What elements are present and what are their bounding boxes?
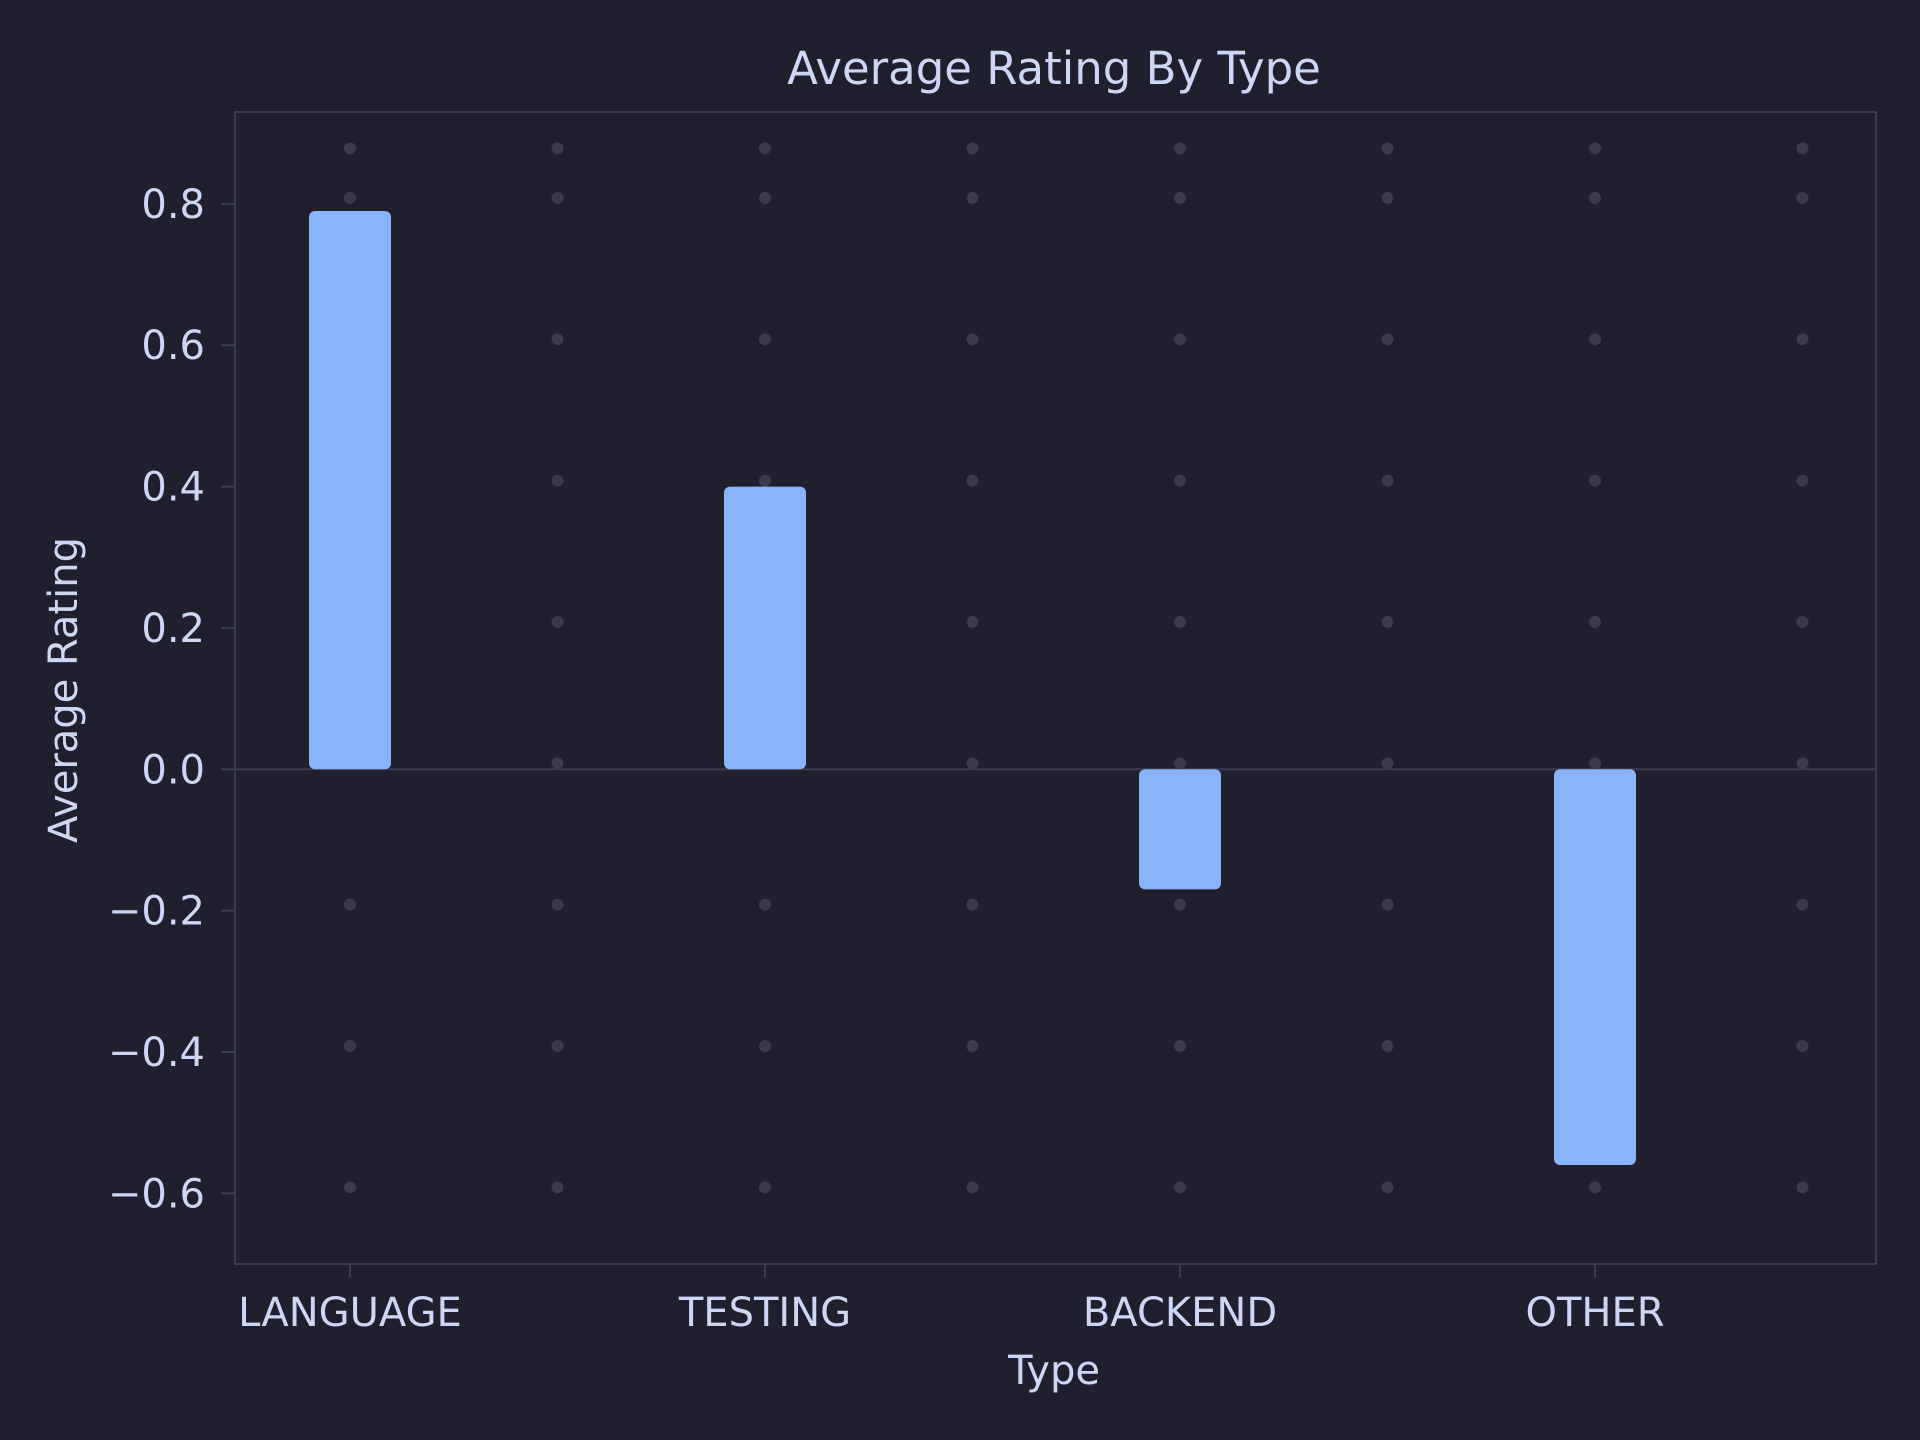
grid-dot [1796, 898, 1809, 911]
grid-dot [344, 898, 356, 911]
grid-dot [1174, 898, 1186, 911]
x-axis-label: Type [1007, 1348, 1100, 1394]
grid-dot [759, 333, 771, 346]
grid-dot [759, 191, 771, 204]
grid-dot [1174, 757, 1186, 770]
chart-title: Average Rating By Type [787, 42, 1321, 95]
grid-dot [759, 898, 771, 911]
grid-dot [1381, 898, 1394, 911]
grid-dot [1174, 1039, 1186, 1052]
grid-dot [551, 474, 564, 487]
bars [309, 210, 1636, 1166]
grid-dot [1796, 1039, 1809, 1052]
bar-backend [1139, 769, 1221, 890]
grid-dot [759, 1181, 771, 1194]
grid-dot [1381, 474, 1394, 487]
y-tick-label: 0.6 [141, 323, 205, 369]
grid-dot [551, 142, 564, 155]
grid-dot [1174, 615, 1186, 628]
x-tick-label: TESTING [678, 1290, 851, 1336]
grid-dot [1381, 142, 1394, 155]
grid-dot [1796, 615, 1809, 628]
grid-dot [1174, 333, 1186, 346]
grid-dot [1796, 757, 1809, 770]
y-tick-label: 0.4 [141, 465, 205, 511]
grid-dot [759, 474, 771, 487]
grid-dot [1174, 142, 1186, 155]
grid-dot [1174, 474, 1186, 487]
grid-dot [551, 898, 564, 911]
y-axis-label: Average Rating [41, 537, 87, 843]
grid-dot [966, 1181, 979, 1194]
grid-dot [966, 191, 979, 204]
grid-dot [1381, 191, 1394, 204]
grid-dot [551, 757, 564, 770]
grid-dot [1589, 191, 1601, 204]
grid-dot [1589, 333, 1601, 346]
grid-dot [1796, 142, 1809, 155]
grid-dot [1174, 1181, 1186, 1194]
grid-dot [1174, 191, 1186, 204]
grid-dot [759, 1039, 771, 1052]
grid-dots [344, 142, 1809, 1194]
grid-dot [966, 474, 979, 487]
grid-dot [551, 615, 564, 628]
grid-dot [1589, 1181, 1601, 1194]
plot-frame [234, 111, 1877, 1265]
bar-testing [724, 486, 806, 770]
y-axis-ticks: −0.6 −0.4 −0.2 0.0 0.2 0.4 0.6 0.8 [108, 182, 235, 1217]
grid-dot [1589, 615, 1601, 628]
grid-dot [966, 757, 979, 770]
grid-dot [551, 1181, 564, 1194]
grid-dot [966, 1039, 979, 1052]
y-tick-label: 0.8 [141, 182, 205, 228]
grid-dot [344, 142, 356, 155]
grid-dot [966, 615, 979, 628]
grid-dot [1796, 333, 1809, 346]
y-tick-label: −0.4 [108, 1030, 205, 1076]
x-tick-label: OTHER [1525, 1290, 1664, 1336]
bar-other [1554, 769, 1636, 1166]
y-tick-label: 0.2 [141, 606, 205, 652]
y-tick-label: −0.2 [108, 889, 205, 935]
grid-dot [344, 1039, 356, 1052]
grid-dot [551, 1039, 564, 1052]
bar-language [309, 210, 391, 770]
grid-dot [966, 333, 979, 346]
grid-dot [1796, 474, 1809, 487]
grid-dot [1796, 191, 1809, 204]
grid-dot [551, 333, 564, 346]
x-tick-label: BACKEND [1083, 1290, 1277, 1336]
grid-dot [759, 142, 771, 155]
grid-dot [551, 191, 564, 204]
grid-dot [966, 142, 979, 155]
grid-dot [1589, 474, 1601, 487]
grid-dot [1796, 1181, 1809, 1194]
grid-dot [344, 1181, 356, 1194]
grid-dot [1381, 1039, 1394, 1052]
grid-dot [1589, 142, 1601, 155]
x-axis-ticks: LANGUAGE TESTING BACKEND OTHER [238, 1264, 1665, 1336]
grid-dot [1381, 615, 1394, 628]
grid-dot [1381, 1181, 1394, 1194]
y-tick-label: 0.0 [141, 747, 205, 793]
y-tick-label: −0.6 [108, 1171, 205, 1217]
grid-dot [1381, 333, 1394, 346]
grid-dot [966, 898, 979, 911]
grid-dot [1381, 757, 1394, 770]
x-tick-label: LANGUAGE [238, 1290, 462, 1336]
grid-dot [344, 191, 356, 204]
grid-dot [1589, 757, 1601, 770]
